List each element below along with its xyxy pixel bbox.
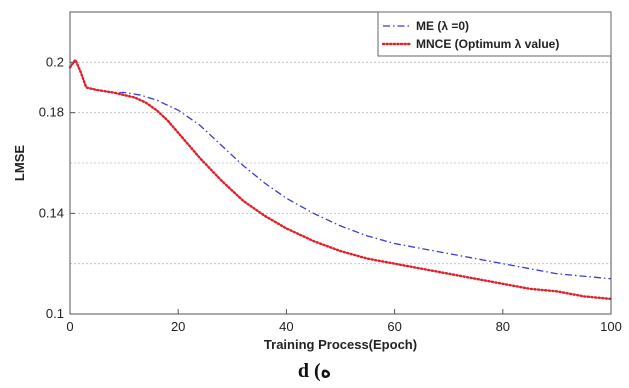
figure-caption: d (ه: [297, 360, 332, 382]
y-tick-label: 0.18: [39, 105, 64, 120]
series-lines: [68, 57, 613, 301]
y-tick-label: 0.2: [46, 54, 64, 69]
y-axis-label: LMSE: [12, 145, 27, 181]
series-line-0: [69, 58, 612, 280]
x-tick-label: 40: [279, 319, 293, 334]
y-tick-label: 0.14: [39, 205, 64, 220]
line-chart: 0.1 0.14 0.18 0.2 0 20 40 60 80 100 Training Proc…: [12, 11, 622, 352]
legend-label-mnce: MNCE (Optimum λ value): [416, 37, 559, 51]
y-tick-label: 0.1: [46, 306, 64, 321]
legend-box: [377, 11, 612, 57]
x-tick-label: 60: [387, 319, 401, 334]
tick-labels: 0.1 0.14 0.18 0.2 0 20 40 60 80 100: [39, 54, 622, 334]
gridlines: [69, 61, 612, 315]
x-tick-label: 100: [600, 319, 622, 334]
x-axis-label: Training Process(Epoch): [264, 337, 417, 352]
x-tick-label: 80: [496, 319, 510, 334]
plot-frame: [69, 11, 612, 315]
series-line-1: [68, 57, 613, 301]
x-tick-label: 0: [66, 319, 73, 334]
x-tick-label: 20: [171, 319, 185, 334]
legend-label-me: ME (λ =0): [416, 19, 469, 33]
legend: ME (λ =0) MNCE (Optimum λ value): [377, 11, 612, 57]
